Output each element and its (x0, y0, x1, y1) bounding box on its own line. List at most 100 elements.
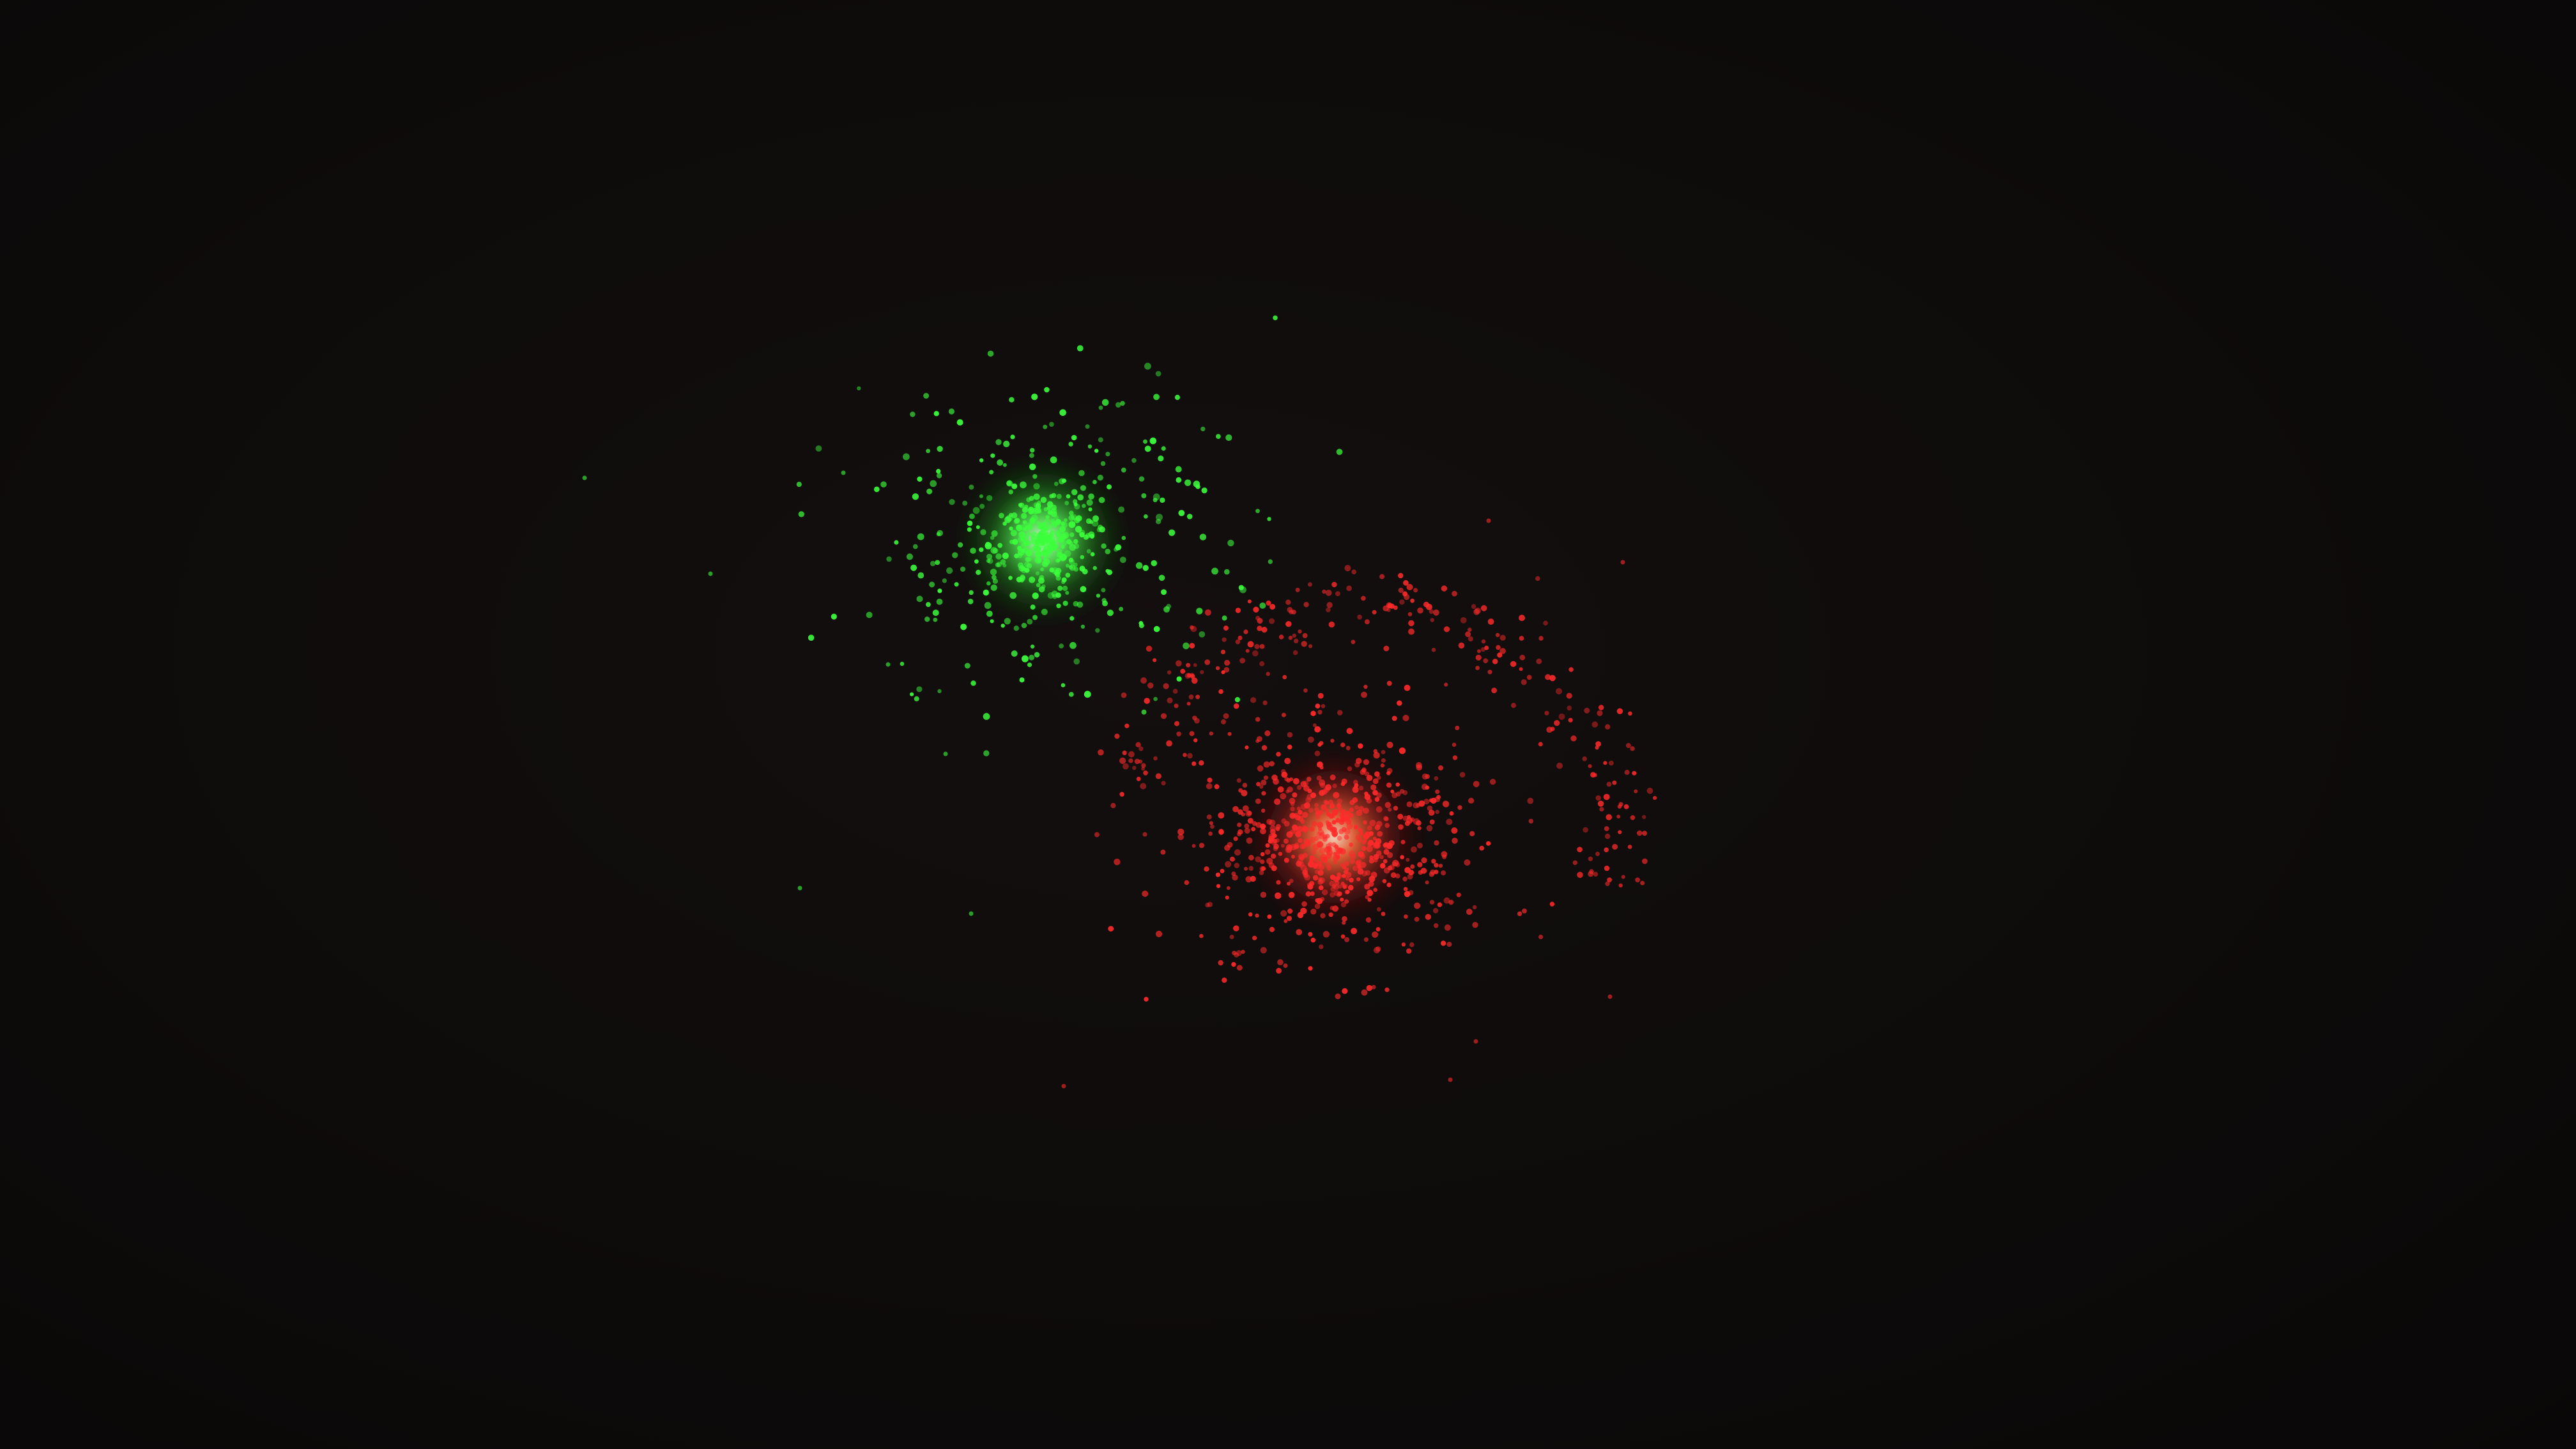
red-laser-dot (1444, 682, 1448, 687)
green-laser-dot (1057, 585, 1063, 592)
green-laser-dot (992, 578, 999, 584)
green-laser-dot (1092, 480, 1097, 484)
green-laser-dot (1049, 422, 1054, 427)
red-laser-dot (1248, 866, 1254, 871)
red-laser-dot (1215, 666, 1220, 670)
green-laser-dot (949, 499, 955, 505)
red-laser-dot (1517, 911, 1522, 916)
red-laser-dot (1317, 841, 1324, 848)
green-laser-dot (1016, 525, 1021, 530)
red-laser-dot (1528, 818, 1533, 824)
red-laser-dot (1244, 866, 1248, 871)
red-laser-dot (1225, 895, 1229, 900)
red-laser-dot (1261, 866, 1266, 871)
red-laser-dot (1144, 997, 1149, 1002)
green-laser-dot (1027, 663, 1032, 668)
green-laser-dot (926, 488, 933, 494)
red-laser-dot (1308, 808, 1314, 813)
red-laser-dot (1468, 636, 1473, 641)
red-laser-dot (1342, 865, 1347, 870)
green-laser-dot (936, 473, 942, 479)
red-laser-dot (1309, 880, 1315, 887)
red-laser-dot (1365, 870, 1371, 876)
red-laser-dot (1153, 756, 1158, 761)
red-laser-dot (1305, 891, 1311, 897)
red-laser-dot (1315, 810, 1321, 816)
green-laser-dot (1061, 683, 1066, 687)
red-laser-dot (1535, 576, 1540, 581)
red-laser-dot (1221, 670, 1225, 675)
green-laser-dot (943, 751, 948, 756)
red-laser-dot (1252, 821, 1257, 826)
red-laser-dot (1296, 825, 1303, 832)
red-laser-dot (1291, 854, 1295, 859)
red-laser-dot (1302, 811, 1308, 818)
red-laser-dot (1184, 880, 1190, 885)
red-laser-dot (1538, 934, 1544, 940)
green-laser-dot (1029, 576, 1036, 583)
red-laser-dot (1381, 758, 1386, 763)
green-laser-dot (1151, 560, 1157, 567)
red-laser-dot (1417, 862, 1423, 868)
red-laser-dot (1522, 908, 1527, 914)
red-laser-dot (1297, 912, 1304, 919)
red-laser-dot (1430, 618, 1434, 622)
green-laser-dot (996, 562, 1002, 567)
red-laser-dot (1605, 833, 1611, 839)
red-laser-dot (1257, 618, 1263, 624)
red-laser-dot (1347, 766, 1353, 772)
green-laser-dot (1030, 448, 1035, 453)
red-laser-dot (1316, 898, 1323, 905)
green-laser-dot (1029, 496, 1034, 502)
red-laser-dot (1519, 654, 1526, 661)
red-laser-dot (1295, 587, 1300, 592)
red-laser-dot (1301, 844, 1307, 849)
red-laser-dot (1242, 805, 1249, 812)
red-laser-dot (1368, 831, 1374, 836)
red-laser-dot (1492, 659, 1498, 664)
red-laser-dot (1399, 788, 1405, 794)
green-laser-dot (1035, 571, 1040, 576)
red-laser-dot (1332, 905, 1339, 912)
red-laser-dot (1324, 808, 1330, 813)
green-laser-dot (986, 610, 993, 617)
green-laser-dot (1008, 576, 1013, 580)
red-laser-dot (1438, 863, 1443, 868)
red-laser-dot (1583, 827, 1588, 833)
red-laser-dot (1278, 852, 1283, 856)
red-laser-dot (1238, 788, 1243, 793)
red-laser-dot (1061, 1084, 1066, 1089)
green-laser-dot (990, 584, 997, 592)
green-laser-dot (1056, 494, 1062, 499)
red-laser-dot (1588, 764, 1592, 769)
red-laser-dot (1311, 821, 1317, 827)
green-laser-dot (1227, 539, 1234, 547)
red-laser-dot (1603, 761, 1607, 765)
red-laser-dot (1269, 761, 1275, 767)
red-laser-dot (1597, 710, 1603, 716)
green-laser-dot (1054, 481, 1059, 486)
red-laser-dot (1400, 855, 1404, 859)
red-laser-dot (1414, 917, 1420, 922)
red-laser-dot (1324, 800, 1330, 806)
red-laser-dot (1357, 838, 1362, 843)
green-laser-dot (1040, 496, 1047, 503)
red-laser-dot (1627, 845, 1632, 849)
green-laser-dot (906, 553, 913, 560)
red-laser-dot (1480, 605, 1487, 611)
green-laser-dot (974, 559, 979, 564)
red-laser-dot (1386, 882, 1392, 887)
red-laser-dot (1642, 858, 1648, 864)
red-laser-dot (1259, 644, 1265, 649)
red-laser-dot (1384, 802, 1391, 808)
red-laser-dot (1363, 684, 1368, 689)
red-laser-dot (1549, 675, 1556, 682)
red-laser-dot (1353, 779, 1358, 785)
red-laser-dot (1290, 806, 1295, 811)
red-laser-dot (1337, 836, 1342, 841)
green-laser-dot (917, 476, 923, 482)
red-laser-dot (1404, 914, 1408, 919)
red-laser-dot (1427, 805, 1433, 811)
green-laser-dot (1068, 441, 1073, 447)
red-laser-dot (1359, 831, 1363, 836)
